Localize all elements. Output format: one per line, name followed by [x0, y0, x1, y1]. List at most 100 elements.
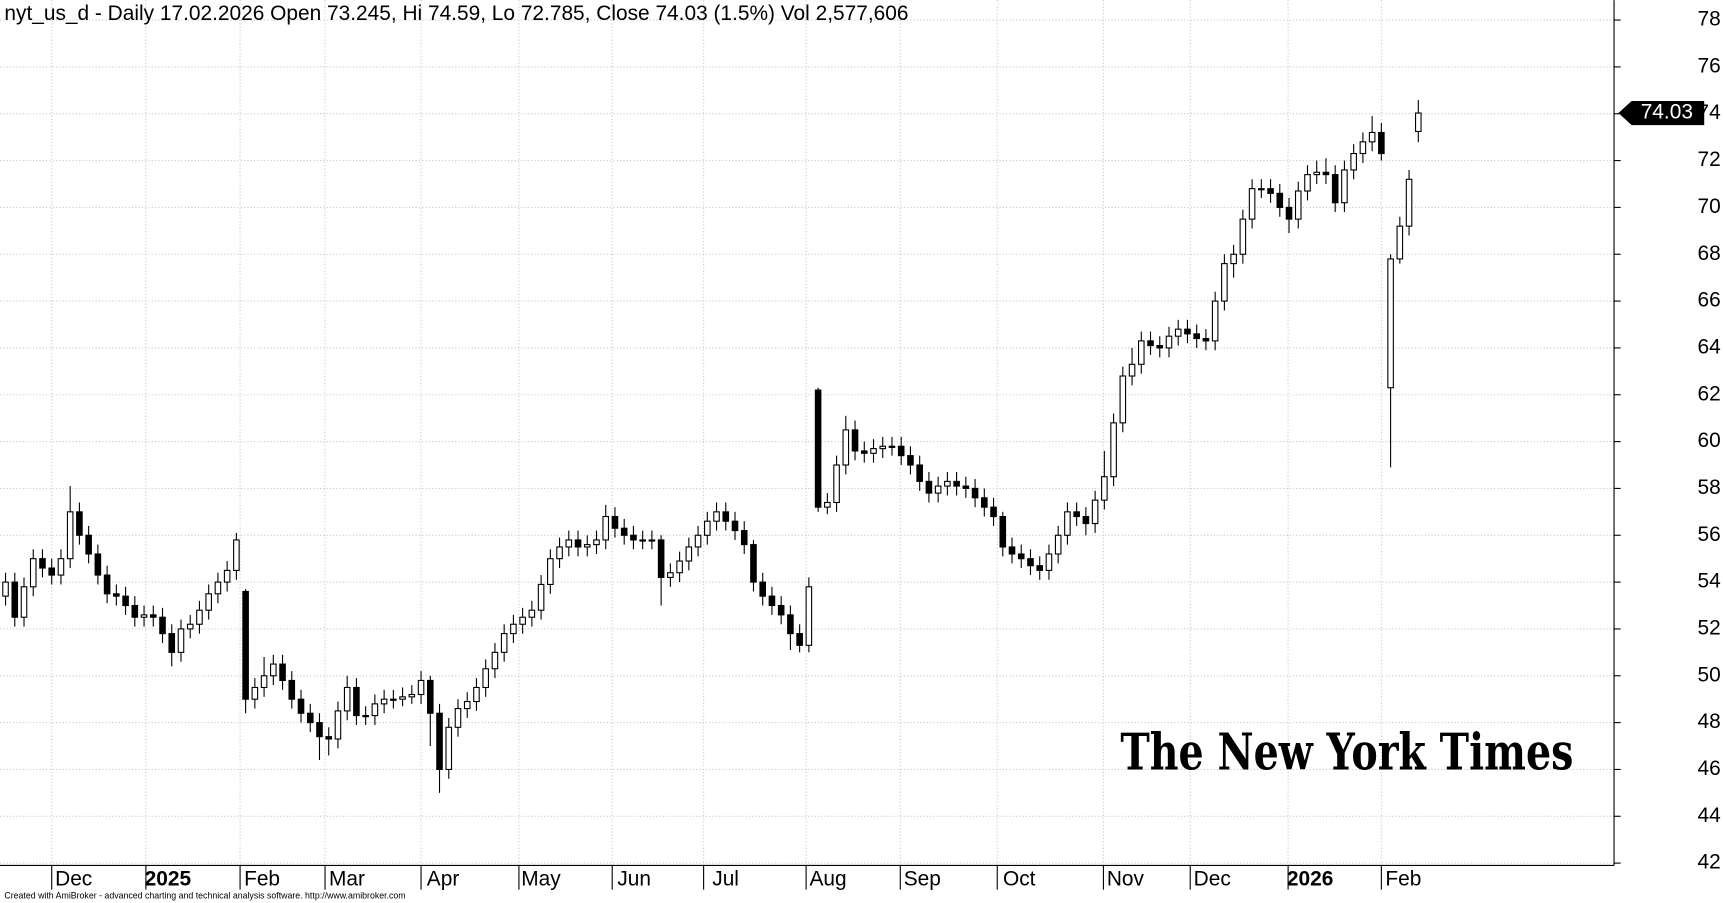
candle-body [500, 633, 508, 653]
candle-body [510, 623, 517, 635]
candle-body [556, 546, 563, 560]
candle-body [20, 586, 28, 618]
y-tick-label: 64 [1697, 335, 1720, 358]
candle-body [251, 686, 259, 700]
candle-body [1414, 112, 1422, 132]
candle-body [639, 539, 646, 542]
candle-body [316, 722, 323, 738]
y-tick-label: 54 [1697, 570, 1720, 593]
candle-body [85, 534, 92, 555]
candle-body [1267, 188, 1274, 194]
candle-body [399, 696, 406, 700]
candle-body [1239, 218, 1247, 255]
candle-body [833, 464, 840, 504]
candle-body [999, 515, 1007, 548]
candle-body [491, 651, 499, 670]
y-tick-label: 62 [1697, 382, 1720, 405]
x-tick-label: Mar [329, 867, 365, 890]
candle-body [925, 480, 933, 494]
candle-body [242, 590, 249, 700]
candle-body [353, 686, 360, 717]
y-tick-label: 46 [1697, 757, 1720, 780]
candle-body [713, 511, 720, 522]
candle-body [1064, 511, 1071, 536]
candle-body [1137, 340, 1145, 365]
candle-body [657, 539, 665, 578]
candle-body [1368, 131, 1376, 143]
candle-body [482, 668, 489, 689]
y-tick-label: 44 [1697, 804, 1720, 827]
candle-body [48, 567, 56, 576]
candle-body [168, 633, 176, 653]
candle-body [306, 712, 314, 724]
candle-body [722, 511, 730, 522]
candle-body [233, 539, 240, 571]
candle-body [2, 581, 9, 597]
candle-body [1202, 338, 1210, 342]
x-tick-label: Dec [55, 867, 92, 890]
candle-body [694, 534, 702, 548]
candle-body [1174, 328, 1182, 337]
candle-body [1165, 335, 1173, 349]
candle-body [1258, 188, 1265, 191]
footer: Created with AmiBroker - advanced charti… [4, 891, 405, 901]
y-tick-label: 58 [1697, 476, 1720, 499]
x-tick-label: Feb [244, 867, 280, 890]
candle-body [426, 679, 434, 714]
candle-body [325, 736, 333, 740]
x-tick-label: May [521, 867, 561, 890]
candle-body [270, 663, 277, 677]
candle-body [547, 558, 554, 585]
candle-body [1082, 515, 1090, 525]
candle-body [731, 520, 739, 532]
candle-body [223, 569, 231, 583]
candle-body [1119, 375, 1127, 424]
candle-body [196, 609, 203, 625]
candle-body [953, 480, 960, 487]
candle-body [66, 511, 74, 560]
candle-body [1156, 345, 1164, 349]
y-tick-label: 70 [1697, 195, 1720, 218]
candle-body [934, 485, 942, 494]
candle-body [57, 558, 65, 576]
candle-body [177, 628, 185, 653]
candle-body [648, 539, 656, 542]
candle-body [140, 614, 148, 618]
candle-body [667, 572, 674, 578]
candle-body [1378, 131, 1385, 155]
x-tick-label: 2025 [145, 867, 192, 890]
grid [0, 0, 1615, 866]
candle-body [620, 527, 628, 536]
candle-body [1405, 178, 1413, 227]
candle-body [574, 539, 582, 548]
candle-body [990, 506, 997, 518]
candle-body [1387, 258, 1394, 389]
candle-body [1184, 328, 1191, 335]
candle-body [1147, 340, 1154, 347]
candle-body [805, 586, 813, 646]
candle-body [1045, 553, 1053, 571]
candle-body [1276, 192, 1284, 208]
candle-body [297, 698, 305, 714]
x-tick-label: Feb [1385, 867, 1421, 890]
candle-body [1313, 171, 1321, 176]
candle-body [759, 581, 767, 597]
candle-body [362, 715, 369, 718]
candle-body [528, 609, 536, 618]
candle-body [593, 539, 600, 546]
y-tick-label: 72 [1697, 148, 1720, 171]
candle-body [334, 710, 342, 740]
candle-body [870, 448, 877, 454]
x-tick-label: Oct [1003, 867, 1036, 890]
candle-body [76, 511, 83, 536]
candle-body [842, 429, 850, 466]
candle-body [1230, 253, 1237, 265]
candle-body [916, 464, 923, 482]
candle-body [445, 726, 453, 770]
candle-body [777, 604, 785, 616]
candle-body [602, 515, 610, 541]
y-tick-label: 68 [1697, 242, 1720, 265]
x-tick-label: 2026 [1287, 867, 1333, 890]
candle-body [750, 544, 757, 583]
candle-body [971, 487, 979, 499]
